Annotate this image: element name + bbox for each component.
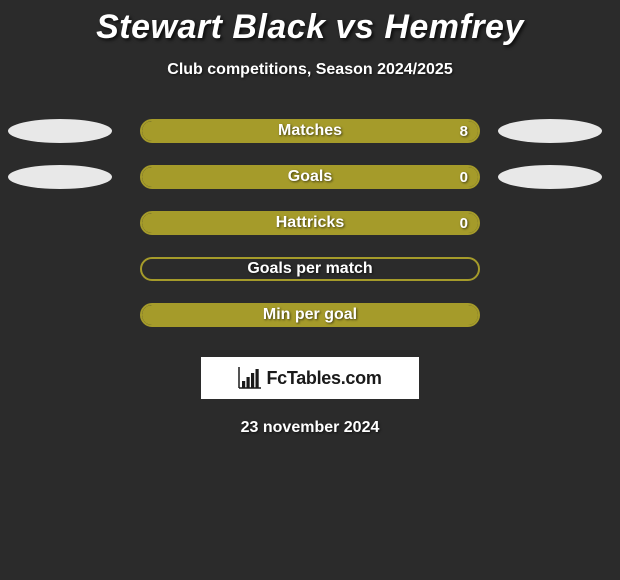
stats-rows: Matches8Goals0Hattricks0Goals per matchM… — [0, 119, 620, 327]
stat-label: Hattricks — [142, 214, 478, 232]
stat-row: Goals0 — [0, 165, 620, 189]
stat-label: Goals per match — [142, 260, 478, 278]
stat-bar: Goals per match — [140, 257, 480, 281]
page-title: Stewart Black vs Hemfrey — [0, 8, 620, 47]
stat-row: Hattricks0 — [0, 211, 620, 235]
stat-label: Min per goal — [142, 306, 478, 324]
stat-bar: Goals0 — [140, 165, 480, 189]
stat-label: Goals — [142, 168, 478, 186]
right-ellipse — [498, 165, 602, 189]
stat-value: 8 — [460, 123, 468, 140]
stat-value: 0 — [460, 169, 468, 186]
left-ellipse — [8, 165, 112, 189]
subtitle: Club competitions, Season 2024/2025 — [0, 61, 620, 79]
stat-row: Min per goal — [0, 303, 620, 327]
logo-text: FcTables.com — [266, 368, 381, 389]
stat-row: Matches8 — [0, 119, 620, 143]
date-label: 23 november 2024 — [0, 419, 620, 437]
left-ellipse — [8, 119, 112, 143]
stat-label: Matches — [142, 122, 478, 140]
stat-value: 0 — [460, 215, 468, 232]
stat-bar: Hattricks0 — [140, 211, 480, 235]
stat-bar: Min per goal — [140, 303, 480, 327]
stat-bar: Matches8 — [140, 119, 480, 143]
comparison-infographic: Stewart Black vs Hemfrey Club competitio… — [0, 0, 620, 437]
logo-badge: FcTables.com — [201, 357, 419, 399]
stat-row: Goals per match — [0, 257, 620, 281]
right-ellipse — [498, 119, 602, 143]
bar-chart-icon — [238, 367, 262, 389]
